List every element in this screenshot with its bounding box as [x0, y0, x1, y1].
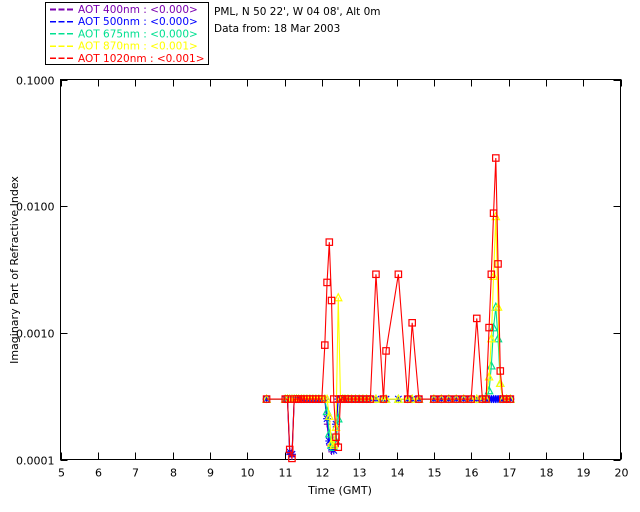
data-marker-square — [430, 395, 438, 403]
series-line — [266, 306, 511, 449]
legend-item-870nm: AOT 870nm : <0.001> — [50, 41, 198, 53]
x-tick-label: 12 — [316, 467, 330, 480]
data-marker-square — [492, 154, 500, 162]
x-tick-label: 7 — [132, 467, 139, 480]
x-axis-ticks: 5 6 7 8 9 10 11 12 13 14 15 16 17 18 19 20 — [58, 79, 629, 480]
x-tick-label: 13 — [353, 467, 367, 480]
y-tick-label: 0.1000 — [16, 75, 55, 88]
data-marker-triangle — [493, 301, 503, 311]
y-tick-label: 0.0010 — [16, 328, 55, 341]
data-marker-square — [327, 296, 336, 305]
legend-label: AOT 870nm : <0.001> — [78, 41, 198, 53]
x-tick-label: 6 — [95, 467, 102, 480]
data-marker-square — [489, 209, 498, 217]
data-marker-square — [334, 443, 343, 452]
data-marker-square — [382, 347, 390, 355]
x-tick-label: 10 — [241, 467, 255, 480]
data-marker-square — [332, 433, 340, 441]
y-axis-title: Imaginary Part of Refractive Index — [8, 176, 21, 364]
data-marker-square — [372, 270, 380, 279]
legend-label: AOT 1020nm : <0.001> — [78, 53, 205, 65]
data-series-group — [261, 154, 515, 463]
data-marker-square — [262, 395, 271, 403]
data-marker-triangle — [495, 378, 505, 388]
data-marker-square — [452, 395, 461, 403]
legend-label: AOT 500nm : <0.000> — [78, 16, 198, 28]
x-tick-label: 18 — [540, 467, 554, 480]
plot-frame — [59, 78, 622, 461]
legend-item-675nm: AOT 675nm : <0.000> — [50, 28, 198, 40]
legend-item-500nm: AOT 500nm : <0.000> — [50, 16, 198, 28]
data-marker-square — [437, 395, 446, 403]
x-tick-label: 14 — [391, 467, 405, 480]
data-marker-square — [485, 323, 493, 332]
data-marker-square — [394, 270, 403, 279]
data-marker-square — [325, 238, 334, 246]
data-marker-triangle — [371, 393, 381, 403]
data-marker-triangle — [393, 393, 403, 403]
data-marker-square — [472, 314, 481, 323]
data-marker-square — [285, 445, 294, 454]
data-marker-square — [323, 278, 331, 287]
header-location: PML, N 50 22', W 04 08', Alt 0m — [214, 6, 381, 18]
data-marker-triangle — [333, 292, 343, 302]
y-tick-label: 0.0001 — [16, 455, 55, 468]
x-tick-label: 9 — [207, 467, 214, 480]
series-1 — [262, 395, 515, 459]
data-marker-square — [482, 395, 490, 403]
series-0 — [263, 395, 514, 461]
x-tick-label: 16 — [465, 467, 479, 480]
data-marker-square — [408, 319, 416, 327]
series-line — [266, 157, 511, 459]
data-marker-square — [318, 395, 326, 403]
data-marker-square — [467, 395, 475, 403]
legend-label: AOT 675nm : <0.000> — [78, 28, 198, 40]
data-marker-square — [321, 341, 329, 349]
data-marker-square — [459, 395, 468, 403]
x-tick-label: 5 — [58, 467, 65, 480]
data-marker-triangle — [324, 411, 334, 420]
series-line — [266, 398, 511, 456]
data-marker-square — [415, 395, 423, 403]
data-marker-square — [487, 270, 496, 279]
legend: AOT 400nm : <0.000>AOT 500nm : <0.000>AO… — [44, 1, 210, 66]
series-4 — [262, 154, 515, 463]
data-marker-square — [506, 395, 515, 403]
x-tick-label: 17 — [503, 467, 517, 480]
header-date: Data from: 18 Mar 2003 — [214, 23, 340, 35]
y-axis-ticks: 0.0001 0.0010 0.0100 0.1000 — [16, 75, 621, 468]
series-line — [266, 398, 511, 459]
data-marker-square — [366, 395, 375, 403]
x-axis-title: Time (GMT) — [307, 484, 372, 497]
y-tick-label: 0.0100 — [16, 201, 55, 214]
legend-label: AOT 400nm : <0.000> — [78, 4, 198, 16]
x-tick-label: 20 — [615, 467, 629, 480]
x-tick-label: 11 — [279, 467, 293, 480]
data-marker-square — [379, 395, 388, 403]
data-marker-square — [288, 454, 296, 463]
header-block: PML, N 50 22', W 04 08', Alt 0m Data fro… — [214, 6, 381, 35]
series-line — [266, 216, 511, 447]
data-marker-triangle — [486, 333, 496, 343]
x-tick-label: 19 — [577, 467, 591, 480]
legend-item-400nm: AOT 400nm : <0.000> — [50, 4, 198, 16]
data-marker-square — [403, 395, 412, 403]
data-marker-square — [496, 367, 505, 375]
x-tick-label: 8 — [170, 467, 177, 480]
legend-item-1020nm: AOT 1020nm : <0.001> — [50, 53, 205, 65]
data-marker-square — [494, 260, 502, 268]
data-marker-square — [444, 395, 453, 403]
x-tick-label: 15 — [428, 467, 442, 480]
